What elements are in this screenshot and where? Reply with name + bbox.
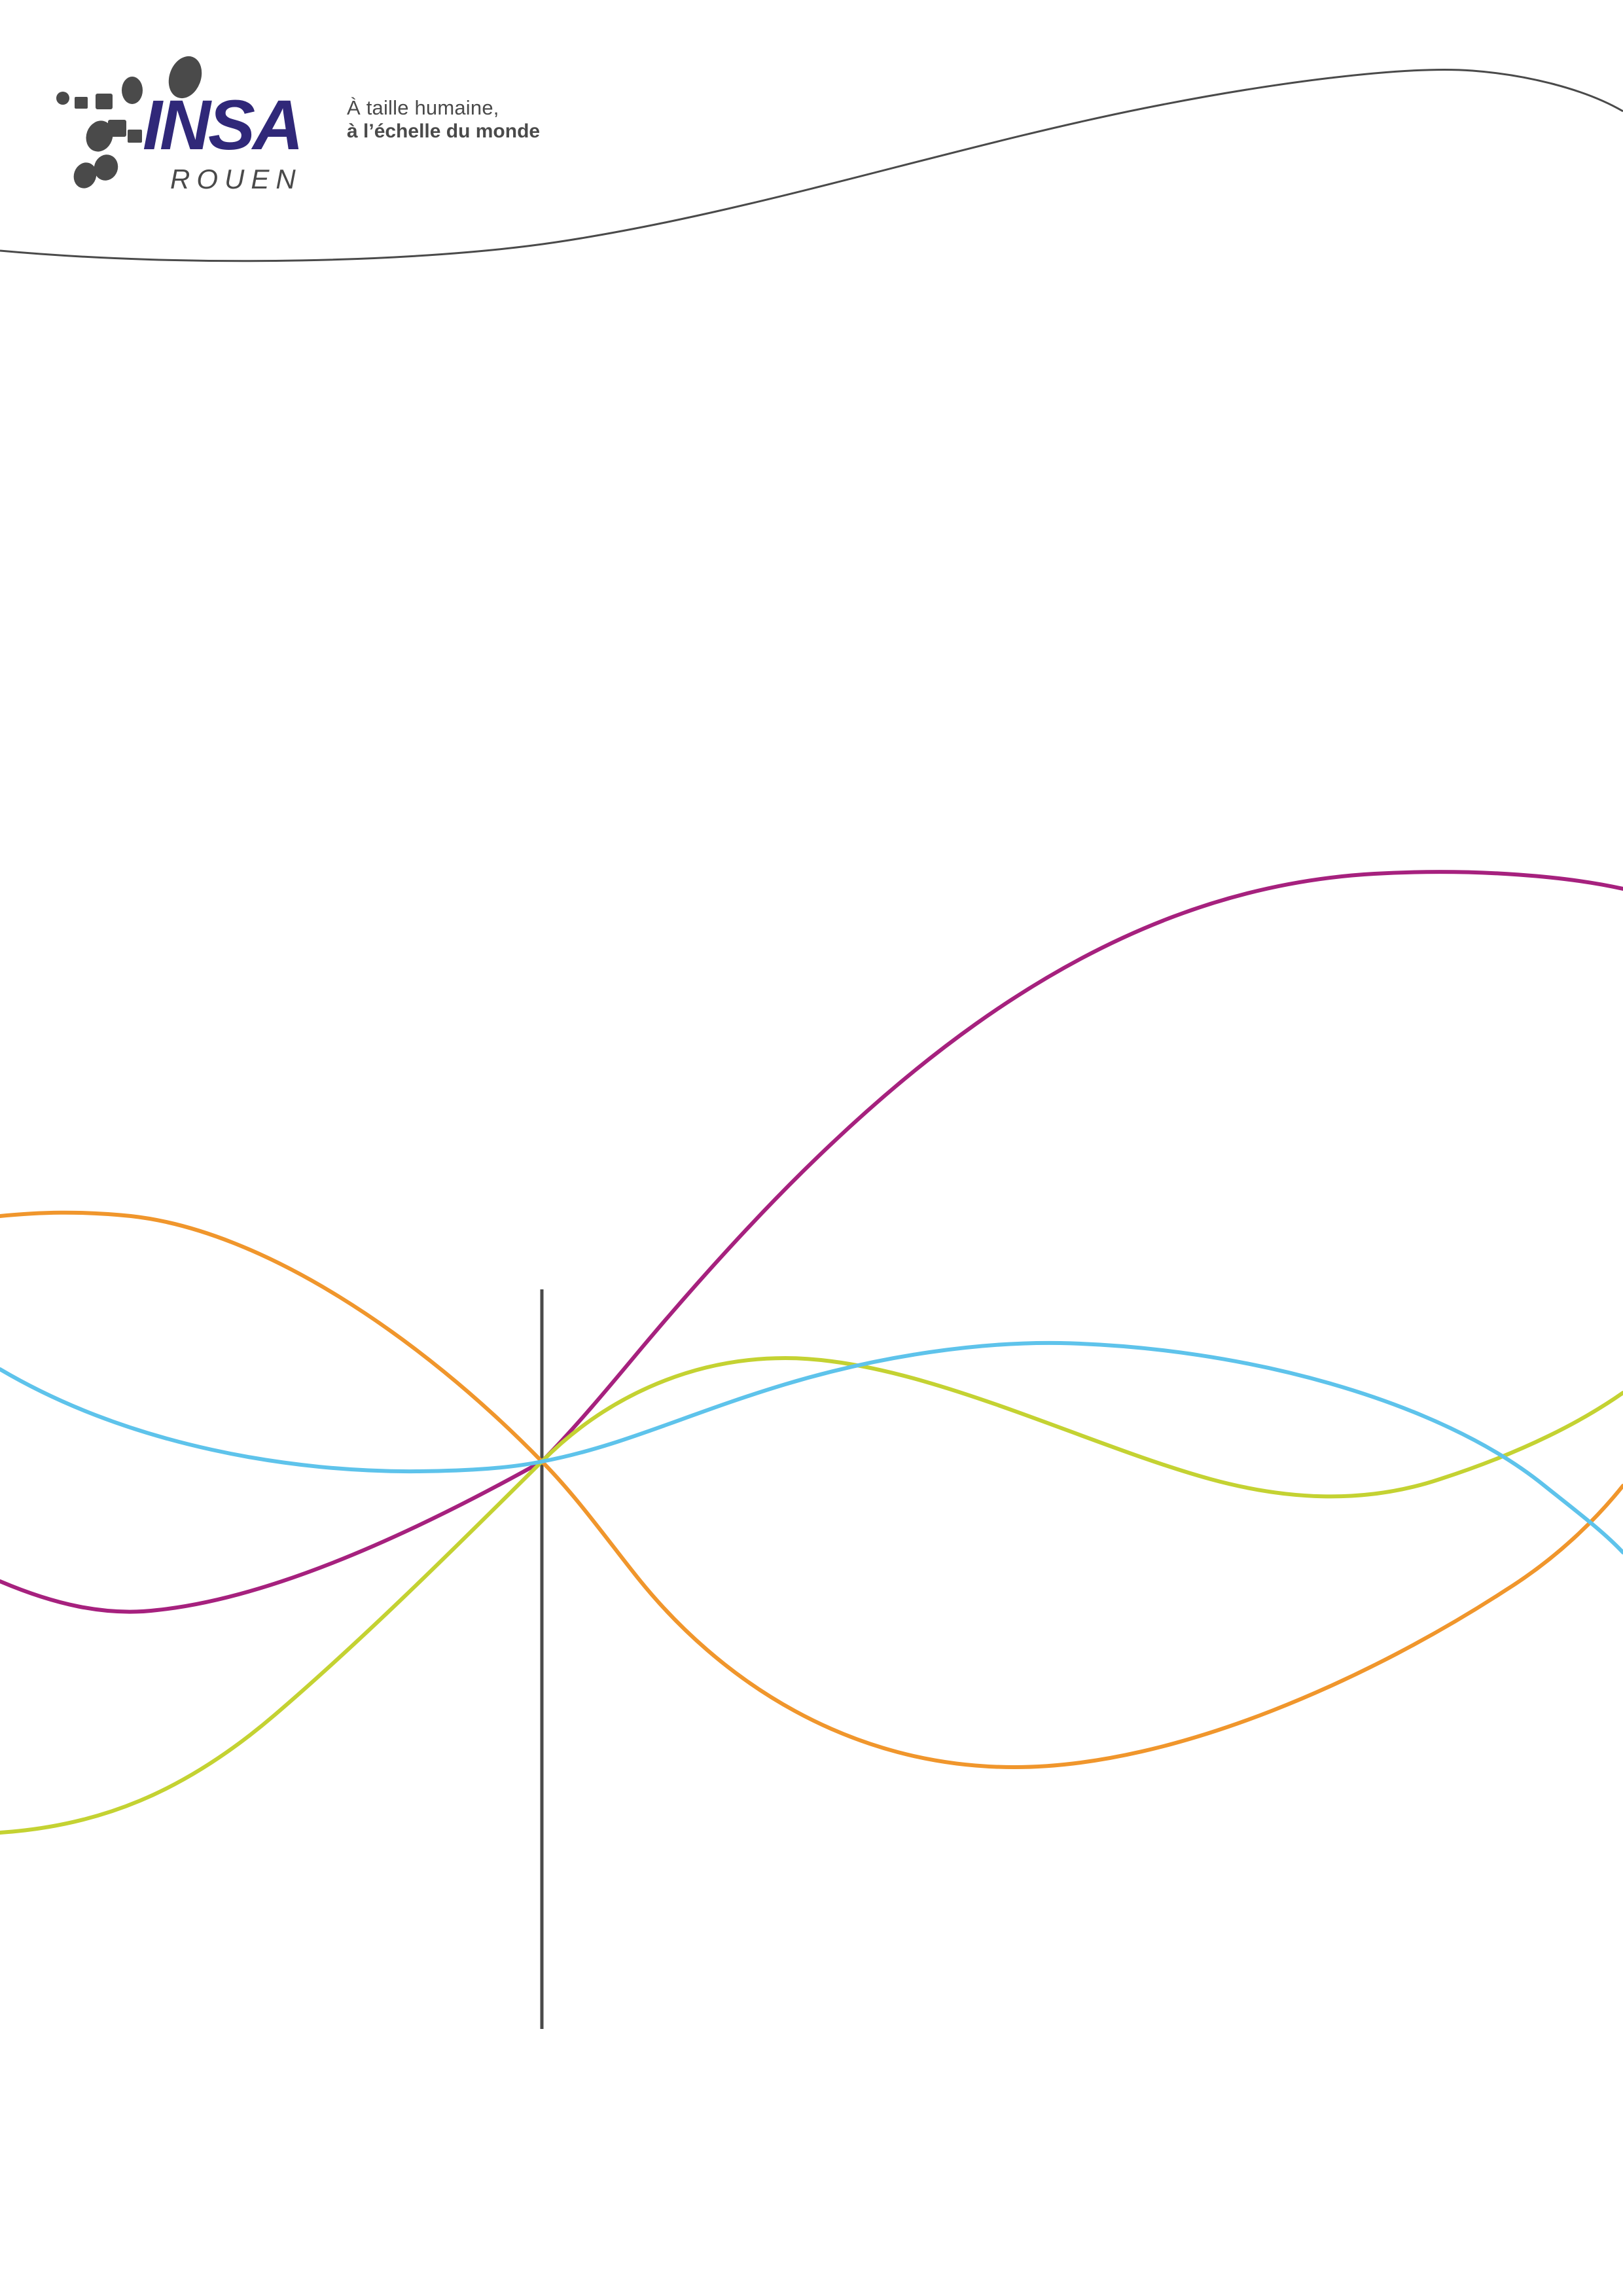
tagline-line-1: À taille humaine, (347, 96, 499, 119)
tagline-line-2: à l’échelle du monde (347, 120, 541, 143)
logo-mark: INSA ROUEN (56, 56, 304, 194)
logo-wordmark-insa: INSA (143, 85, 301, 164)
insa-rouen-logo: INSA ROUEN (52, 52, 576, 209)
magenta-curve (0, 870, 1623, 1614)
tagline: À taille humaine, à l’échelle du monde (347, 96, 540, 143)
sky-curve (0, 1340, 1623, 1554)
lime-curve (0, 1355, 1623, 1835)
logo-dot-pattern (56, 56, 202, 188)
header-wave-line (0, 69, 1623, 262)
orange-curve (0, 1210, 1623, 1770)
logo-city-rouen: ROUEN (170, 164, 302, 194)
